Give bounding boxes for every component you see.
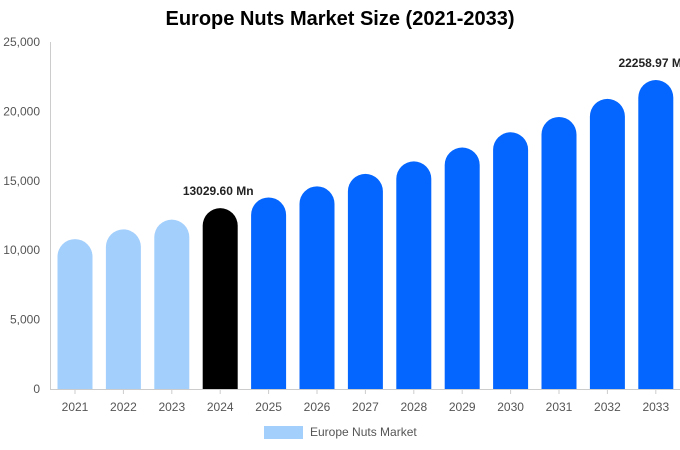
y-axis-ticks: 0 5,000 10,000 15,000 20,000 25,000	[3, 35, 40, 396]
x-tick-label: 2030	[497, 400, 524, 414]
bar-2029	[444, 147, 480, 389]
legend-label: Europe Nuts Market	[310, 425, 417, 439]
y-tick-label: 5,000	[10, 313, 40, 327]
bars-group	[57, 80, 674, 390]
x-tick-label: 2027	[352, 400, 379, 414]
x-tick-label: 2022	[110, 400, 137, 414]
x-tick-label: 2033	[642, 400, 669, 414]
legend: Europe Nuts Market	[264, 425, 417, 439]
y-tick-label: 15,000	[3, 174, 40, 188]
bar-2021	[57, 239, 93, 389]
x-tick-label: 2025	[255, 400, 282, 414]
bar-2030	[493, 132, 529, 389]
x-tick-label: 2032	[594, 400, 621, 414]
bar-2033	[638, 80, 674, 389]
x-tick-label: 2021	[62, 400, 89, 414]
legend-swatch	[264, 425, 303, 439]
x-tick-label: 2023	[158, 400, 185, 414]
x-tick-label: 2029	[449, 400, 476, 414]
bar-2031	[541, 116, 577, 389]
y-tick-label: 20,000	[3, 104, 40, 118]
x-tick-label: 2028	[400, 400, 427, 414]
bar-2032	[589, 98, 625, 390]
x-tick-label: 2031	[546, 400, 573, 414]
x-axis-ticks: 2021 2022 2023 2024 2025 2026 2027 2028 2029 2030…	[62, 389, 669, 414]
bar-2028	[396, 161, 432, 389]
bar-2027	[347, 173, 383, 389]
chart-title: Europe Nuts Market Size (2021-2033)	[165, 8, 515, 30]
bar-2024	[202, 208, 238, 389]
data-label-2024: 13029.60 Mn	[183, 184, 254, 198]
bar-2022	[105, 229, 141, 389]
y-tick-label: 25,000	[3, 35, 40, 49]
data-labels-group: 13029.60 Mn 22258.97 Mn	[183, 56, 680, 198]
x-tick-label: 2026	[304, 400, 331, 414]
y-tick-label: 0	[33, 382, 40, 396]
x-tick-label: 2024	[207, 400, 234, 414]
bar-2025	[251, 197, 287, 389]
bar-2026	[299, 186, 335, 389]
y-tick-label: 10,000	[3, 243, 40, 257]
bar-2023	[154, 219, 190, 389]
data-label-2033: 22258.97 Mn	[618, 56, 680, 70]
